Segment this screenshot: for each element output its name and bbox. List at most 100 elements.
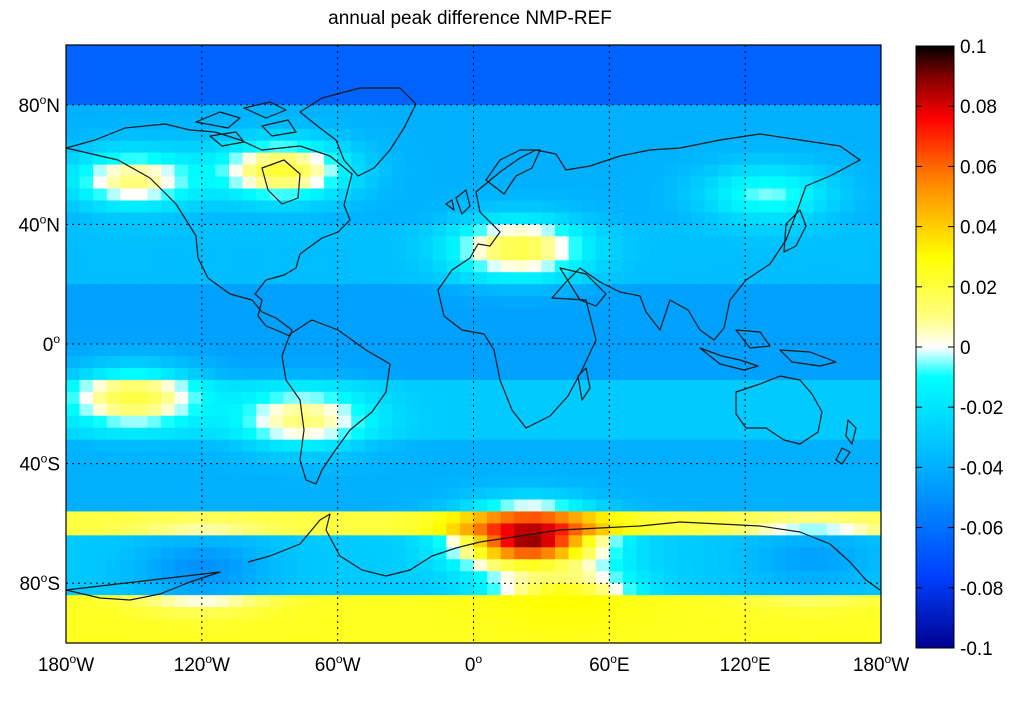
field-cell	[147, 308, 162, 321]
field-cell	[745, 571, 760, 584]
field-cell	[432, 559, 447, 572]
field-cell	[337, 68, 352, 82]
field-cell	[256, 571, 271, 584]
field-cell	[541, 535, 556, 548]
field-cell	[758, 631, 773, 643]
field-cell	[93, 379, 108, 393]
field-cell	[758, 236, 773, 249]
field-cell	[364, 116, 380, 130]
field-cell	[310, 104, 325, 118]
field-cell	[378, 631, 393, 643]
field-cell	[663, 344, 678, 357]
field-cell	[215, 547, 230, 560]
field-cell	[663, 511, 678, 524]
field-cell	[324, 631, 339, 643]
field-cell	[527, 308, 543, 321]
field-cell	[704, 595, 719, 608]
field-cell	[473, 475, 488, 489]
field-cell	[677, 296, 692, 309]
field-cell	[568, 535, 583, 548]
field-cell	[79, 320, 94, 333]
field-cell	[487, 463, 502, 477]
field-cell	[296, 68, 312, 82]
field-cell	[133, 200, 149, 214]
field-cell	[324, 344, 339, 357]
field-cell	[514, 56, 529, 70]
field-cell	[853, 80, 869, 94]
field-cell	[568, 475, 583, 489]
field-cell	[337, 128, 352, 142]
field-cell	[310, 92, 325, 106]
field-cell	[840, 391, 855, 405]
field-cell	[188, 296, 203, 309]
field-cell	[677, 391, 692, 405]
field-cell	[256, 619, 271, 632]
field-cell	[677, 236, 692, 249]
field-cell	[541, 583, 556, 596]
field-cell	[106, 475, 121, 489]
field-cell	[174, 367, 189, 381]
field-cell	[704, 619, 719, 632]
y-tick-label-value: 40	[19, 455, 40, 476]
field-cell	[840, 403, 855, 417]
field-cell	[541, 595, 556, 608]
field-cell	[582, 80, 597, 94]
field-cell	[473, 308, 488, 321]
field-cell	[432, 475, 447, 489]
field-cell	[758, 104, 773, 118]
field-cell	[663, 272, 678, 285]
field-cell	[487, 523, 502, 536]
field-cell	[853, 188, 869, 202]
field-cell	[555, 320, 570, 333]
field-cell	[772, 92, 787, 106]
field-cell	[745, 344, 760, 357]
field-cell	[622, 367, 638, 381]
field-cell	[487, 272, 502, 285]
field-cell	[799, 355, 814, 369]
field-cell	[66, 320, 81, 333]
field-cell	[419, 224, 434, 237]
field-cell	[867, 68, 881, 82]
field-cell	[487, 499, 502, 513]
field-cell	[269, 559, 284, 572]
field-cell	[392, 463, 407, 477]
field-cell	[867, 104, 881, 118]
field-cell	[256, 212, 271, 225]
field-cell	[392, 260, 407, 273]
field-cell	[392, 475, 407, 489]
field-cell	[296, 188, 312, 202]
field-cell	[650, 451, 665, 465]
x-tick-label-value: 180	[853, 655, 885, 676]
y-tick-label-degree: o	[53, 332, 60, 346]
field-cell	[405, 332, 420, 345]
field-cell	[609, 355, 624, 369]
field-cell	[473, 128, 488, 142]
field-cell	[785, 631, 801, 643]
field-cell	[351, 140, 366, 154]
field-cell	[758, 595, 773, 608]
field-cell	[459, 403, 475, 417]
field-cell	[256, 631, 271, 643]
field-cell	[745, 595, 760, 608]
field-cell	[269, 92, 284, 106]
field-cell	[500, 499, 515, 513]
field-cell	[296, 296, 312, 309]
field-cell	[527, 116, 543, 130]
field-cell	[799, 391, 814, 405]
field-cell	[677, 224, 692, 237]
field-cell	[582, 523, 597, 536]
field-cell	[731, 439, 746, 453]
field-cell	[582, 547, 597, 560]
field-cell	[555, 475, 570, 489]
field-cell	[704, 176, 719, 190]
field-cell	[527, 128, 543, 142]
field-cell	[364, 68, 380, 82]
field-cell	[813, 499, 828, 513]
field-cell	[718, 595, 733, 608]
field-cell	[636, 68, 651, 82]
field-cell	[79, 403, 94, 417]
field-cell	[215, 631, 230, 643]
field-cell	[201, 427, 217, 441]
field-cell	[758, 427, 773, 441]
field-cell	[799, 415, 814, 429]
